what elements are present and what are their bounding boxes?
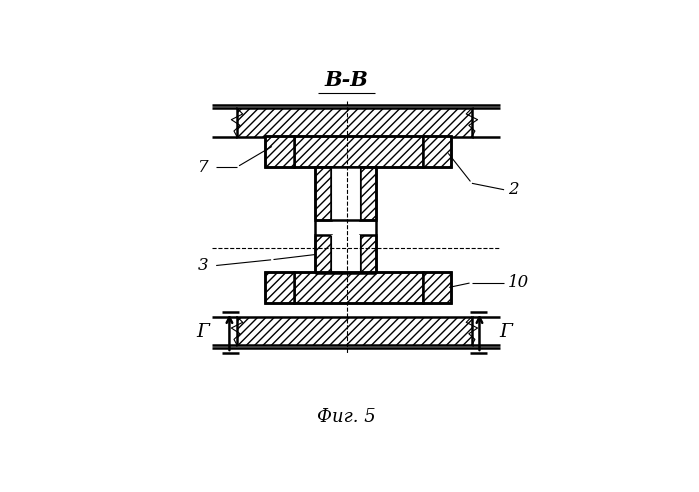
Text: 2: 2 — [508, 181, 519, 198]
Bar — [237, 317, 472, 345]
Bar — [266, 136, 451, 167]
Bar — [266, 136, 294, 167]
Bar — [360, 235, 376, 273]
Text: Г: Г — [196, 323, 210, 341]
Text: В-В: В-В — [325, 70, 369, 90]
Text: 7: 7 — [198, 158, 208, 176]
Bar — [315, 167, 331, 220]
Text: 10: 10 — [508, 274, 529, 291]
Bar — [423, 136, 451, 167]
Bar — [294, 273, 423, 304]
Bar — [331, 235, 360, 273]
Bar — [266, 273, 294, 304]
Bar — [331, 167, 360, 220]
Text: Г: Г — [500, 323, 512, 341]
Bar — [294, 136, 423, 167]
Bar — [237, 108, 472, 137]
Text: Фиг. 5: Фиг. 5 — [317, 408, 376, 426]
Bar — [315, 235, 331, 273]
Bar — [266, 273, 451, 304]
Bar — [360, 167, 376, 220]
Bar — [423, 273, 451, 304]
Text: 3: 3 — [198, 257, 208, 274]
